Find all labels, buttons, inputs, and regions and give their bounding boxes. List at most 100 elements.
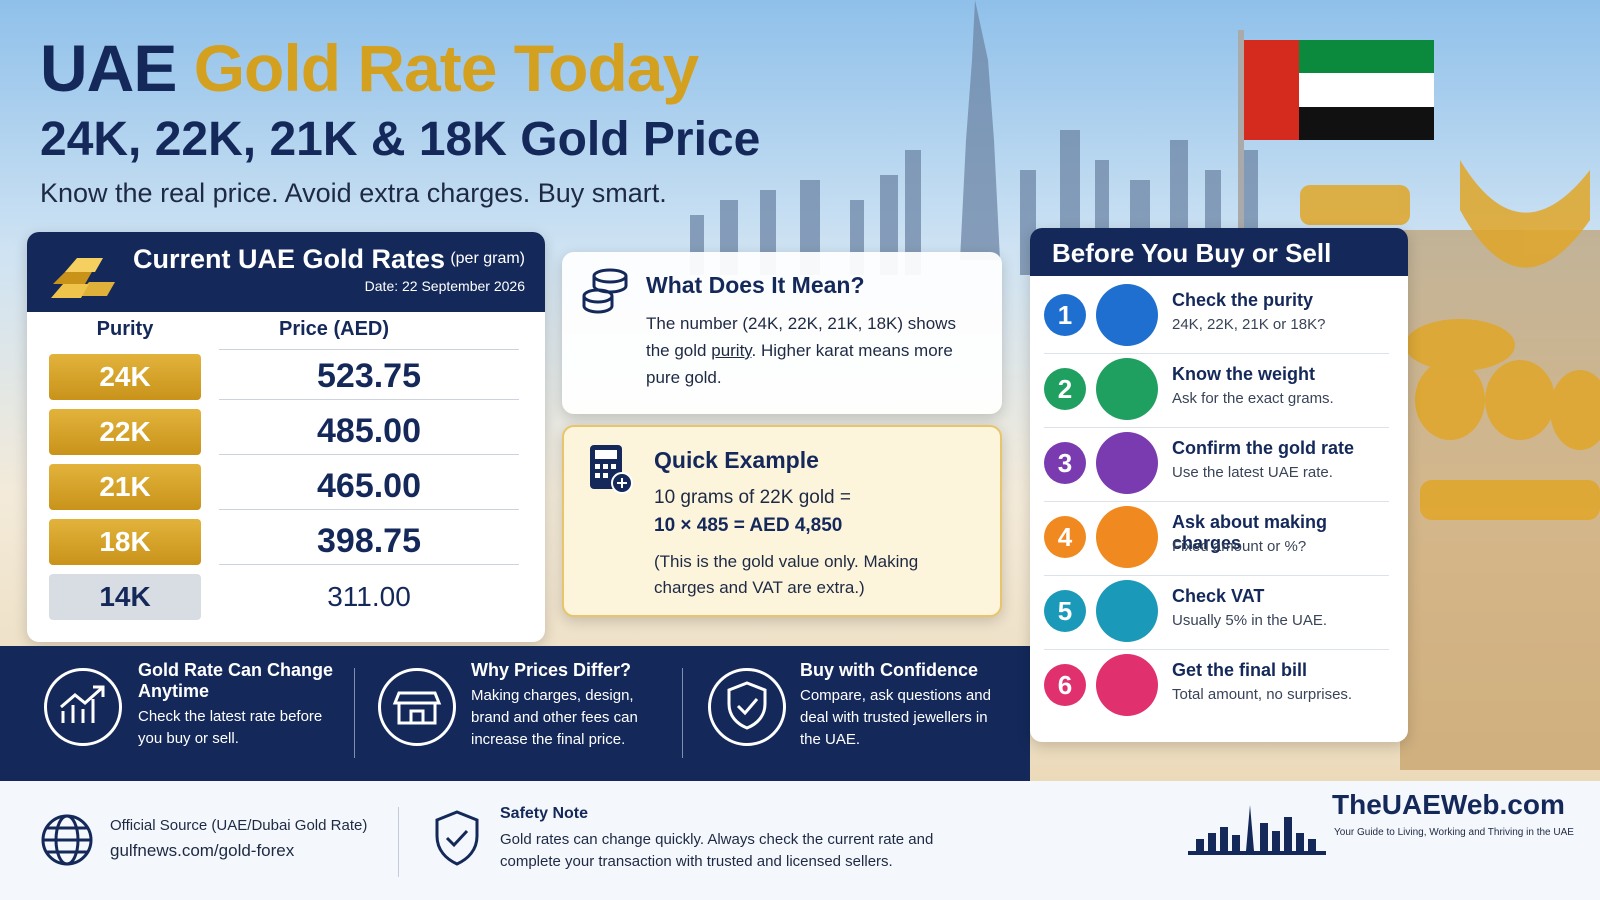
divider: [354, 668, 355, 758]
meaning-card: What Does It Mean? The number (24K, 22K,…: [562, 252, 1002, 414]
step-text: Use the latest UAE rate.: [1172, 464, 1333, 481]
title-lead: UAE: [40, 31, 177, 105]
rates-panel: Current UAE Gold Rates (per gram) Date: …: [27, 232, 545, 642]
brand-tagline: Your Guide to Living, Working and Thrivi…: [1334, 827, 1574, 838]
info-title: Gold Rate Can Change Anytime: [138, 660, 334, 701]
checklist-panel: Before You Buy or Sell 1 Check the purity…: [1030, 228, 1408, 742]
meaning-text: The number (24K, 22K, 21K, 18K) shows th…: [646, 310, 976, 391]
checklist-title: Before You Buy or Sell: [1030, 228, 1408, 276]
gold-bars-icon: [51, 258, 115, 298]
info-item: Gold Rate Can Change Anytime Check the la…: [138, 660, 338, 750]
purity-badge: 21K: [49, 464, 201, 510]
trend-icon: [44, 668, 122, 746]
purity-badge: 24K: [49, 354, 201, 400]
text: . Higher karat means more pure gold.: [646, 341, 953, 387]
info-title: Buy with Confidence: [800, 660, 979, 680]
checklist-item: 3 Confirm the gold rate Use the latest UAE…: [1044, 428, 1389, 502]
example-note: (This is the gold value only. Making cha…: [654, 552, 919, 597]
step-title: Get the final bill: [1172, 660, 1308, 680]
calculator-icon: [590, 445, 633, 494]
rate-row: 22K 485.00: [49, 409, 519, 455]
safety-text: Gold rates can change quickly. Always ch…: [500, 831, 934, 870]
store-icon: [378, 668, 456, 746]
globe-icon: [41, 814, 93, 866]
purity-badge: 22K: [49, 409, 201, 455]
checklist-item: 1 Check the purity 24K, 22K, 21K or 18K?: [1044, 280, 1389, 354]
column-header: Purity: [96, 318, 154, 340]
rates-title: Current UAE Gold Rates: [133, 244, 446, 274]
brand-name: TheUAEWeb.com: [1332, 789, 1565, 820]
example-line: 10 grams of 22K gold =: [654, 487, 851, 508]
price: 485.00: [219, 409, 519, 455]
info-strip: Gold Rate Can Change Anytime Check the la…: [0, 646, 1030, 781]
step-number: 5: [1044, 590, 1086, 632]
rate-row: 18K 398.75: [49, 519, 519, 565]
rates-header: Current UAE Gold Rates (per gram) Date: …: [27, 232, 545, 312]
info-text: Check the latest rate before you buy or …: [138, 708, 323, 747]
example-card: Quick Example 10 grams of 22K gold = 10 …: [562, 425, 1002, 617]
step-text: Ask for the exact grams.: [1172, 390, 1334, 407]
step-title: Check VAT: [1172, 586, 1265, 606]
step-icon: [1096, 284, 1158, 346]
price: 523.75: [219, 354, 519, 400]
price: 398.75: [219, 519, 519, 565]
step-title: Check the purity: [1172, 290, 1314, 310]
source-url: gulfnews.com/gold-forex: [110, 841, 295, 860]
info-title: Why Prices Differ?: [471, 660, 632, 680]
step-title: Ask about making charges: [1172, 512, 1328, 553]
rates-date: Date: 22 September 2026: [364, 278, 525, 294]
step-number: 4: [1044, 516, 1086, 558]
shield-icon: [435, 810, 479, 866]
example-title: Quick Example: [654, 447, 819, 473]
tagline: Know the real price. Avoid extra charges…: [40, 178, 667, 208]
info-text: Compare, ask questions and deal with tru…: [800, 687, 991, 748]
underlined-term: purity: [711, 341, 752, 360]
step-text: 24K, 22K, 21K or 18K?: [1172, 316, 1326, 333]
step-icon: [1096, 432, 1158, 494]
rate-row: 24K 523.75: [49, 354, 519, 400]
source-label: Official Source (UAE/Dubai Gold Rate): [110, 817, 368, 834]
rates-unit: (per gram): [450, 250, 525, 267]
step-title: Confirm the gold rate: [1172, 438, 1355, 458]
meaning-title: What Does It Mean?: [646, 272, 865, 298]
example-result: 10 × 485 = AED 4,850: [654, 515, 843, 536]
price: 465.00: [219, 464, 519, 510]
divider: [682, 668, 683, 758]
checklist-item: 4 Ask about making charges Fixed amount or…: [1044, 502, 1389, 576]
title: UAE Gold Rate Today: [40, 30, 699, 106]
step-text: Usually 5% in the UAE.: [1172, 612, 1328, 629]
footer: Official Source (UAE/Dubai Gold Rate) gu…: [0, 781, 1600, 900]
info-item: Why Prices Differ? Making charges, design…: [471, 660, 671, 751]
info-item: Buy with Confidence Compare, ask question…: [800, 660, 1010, 751]
jewelry: [1300, 160, 1600, 520]
step-number: 1: [1044, 294, 1086, 336]
step-icon: [1096, 358, 1158, 420]
step-number: 3: [1044, 442, 1086, 484]
subtitle: 24K, 22K, 21K & 18K Gold Price: [40, 113, 761, 166]
rate-row: 14K 311.00: [49, 574, 509, 620]
checklist-item: 2 Know the weight Ask for the exact grams.: [1044, 354, 1389, 428]
step-number: 2: [1044, 368, 1086, 410]
info-text: Making charges, design, brand and other …: [471, 687, 638, 748]
step-icon: [1096, 506, 1158, 568]
step-icon: [1096, 580, 1158, 642]
checklist-item: 5 Check VAT Usually 5% in the UAE.: [1044, 576, 1389, 650]
shield-icon: [708, 668, 786, 746]
coins-icon: [582, 268, 628, 314]
rate-row: 21K 465.00: [49, 464, 519, 510]
text: The number (24K, 22K, 21K, 18K) shows th…: [646, 314, 956, 360]
brand-skyline: [1188, 805, 1326, 855]
checklist-item: 6 Get the final bill Total amount, no surp…: [1044, 650, 1389, 724]
safety-title: Safety Note: [500, 805, 589, 822]
step-number: 6: [1044, 664, 1086, 706]
price: 311.00: [327, 581, 411, 612]
step-icon: [1096, 654, 1158, 716]
purity-badge: 14K: [49, 574, 201, 620]
column-header: Price (AED): [219, 318, 519, 350]
step-text: Fixed amount or %?: [1172, 538, 1307, 555]
title-gold: Gold Rate Today: [193, 31, 699, 105]
purity-badge: 18K: [49, 519, 201, 565]
divider: [398, 807, 399, 877]
